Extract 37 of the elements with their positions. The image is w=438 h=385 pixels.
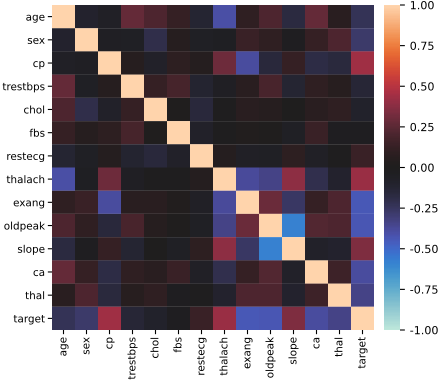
- color-bar-label: -0.25: [410, 204, 438, 213]
- x-tick-label: sex: [84, 337, 90, 354]
- x-tick-label: oldpeak: [265, 336, 276, 378]
- color-bar-label: 0.50: [410, 82, 434, 91]
- y-tick-label: thal: [25, 291, 44, 300]
- color-bar-label: 1.00: [410, 0, 434, 10]
- color-bar-label: 0.25: [410, 122, 434, 132]
- y-tick-label: slope: [18, 244, 44, 255]
- y-tick-label: cp: [33, 61, 44, 70]
- color-bar-label: 0.00: [410, 163, 434, 172]
- x-tick-label: trestbps: [127, 337, 138, 380]
- x-tick-label: thal: [334, 338, 343, 357]
- y-tick-label: ca: [34, 270, 44, 276]
- y-tick-label: age: [26, 14, 44, 23]
- x-tick-label: target: [358, 337, 368, 368]
- x-tick-label: thalach: [219, 338, 228, 376]
- y-tick-label: fbs: [30, 128, 45, 137]
- y-tick-label: sex: [28, 38, 45, 44]
- color-bar-label: -1.00: [410, 326, 438, 334]
- x-tick-label: fbs: [173, 337, 182, 352]
- color-bar-label: -0.75: [410, 285, 438, 294]
- x-tick-label: cp: [106, 338, 115, 349]
- x-tick-label: slope: [288, 338, 299, 364]
- y-tick-label: trestbps: [2, 82, 45, 92]
- y-tick-label: target: [14, 315, 45, 325]
- x-tick-label: exang: [244, 338, 253, 368]
- x-tick-label: restecg: [197, 338, 207, 375]
- y-tick-label: oldpeak: [4, 222, 46, 232]
- color-bar-label: 0.75: [410, 42, 434, 50]
- y-tick-label: chol: [24, 106, 44, 114]
- x-tick-label: age: [60, 338, 69, 356]
- y-tick-label: restecg: [7, 152, 44, 162]
- y-tick-label: exang: [14, 200, 44, 208]
- y-tick-label: thalach: [6, 175, 44, 184]
- color-bar-label: -0.50: [410, 244, 438, 254]
- x-tick-label: ca: [314, 338, 320, 348]
- x-tick-label: chol: [150, 338, 159, 358]
